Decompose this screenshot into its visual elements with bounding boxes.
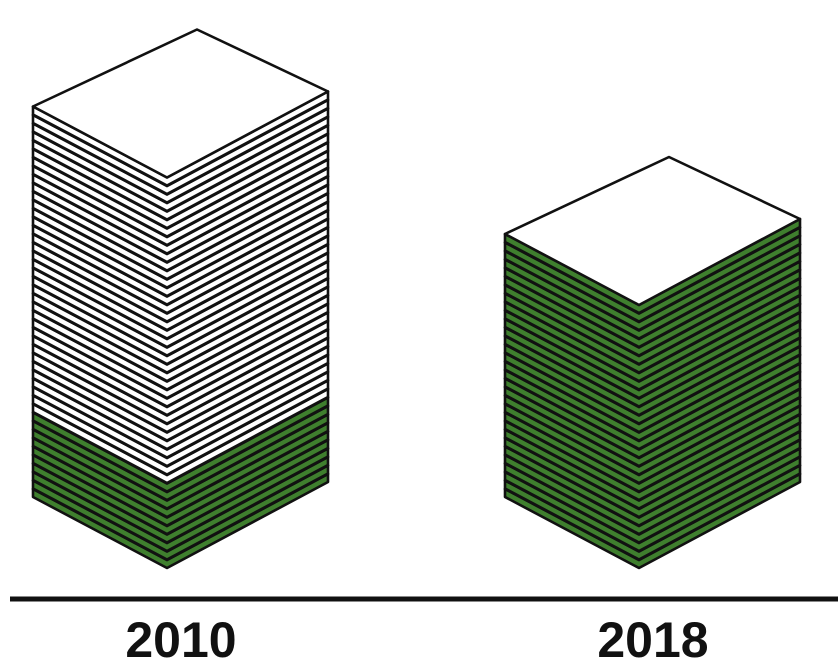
sheet-stack-segment — [31, 28, 330, 485]
category-label: 2010 — [125, 612, 236, 668]
sheet-face — [503, 155, 802, 307]
category-label: 2018 — [597, 612, 708, 668]
sheet-face — [31, 28, 330, 179]
sheet-stack-segment — [503, 155, 802, 570]
